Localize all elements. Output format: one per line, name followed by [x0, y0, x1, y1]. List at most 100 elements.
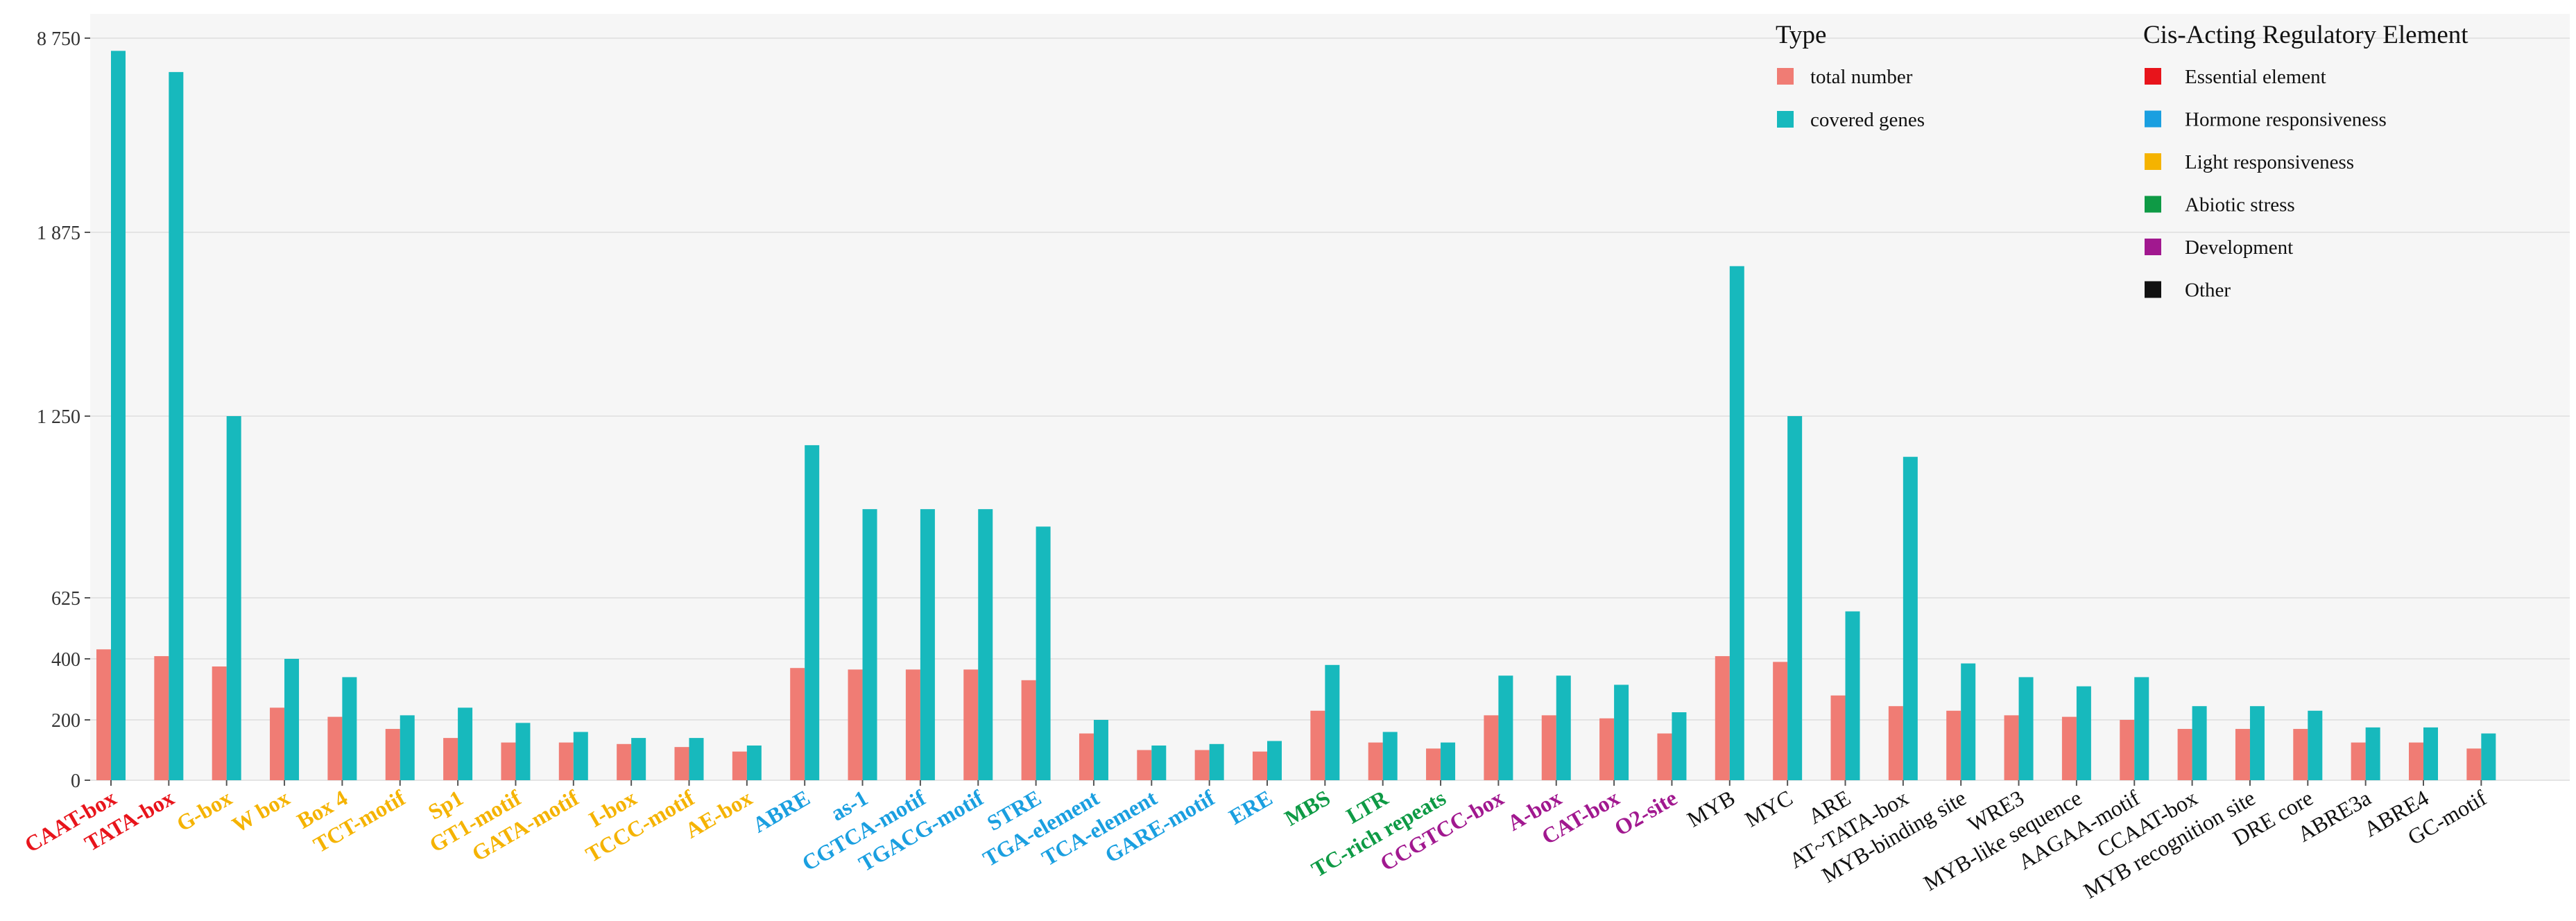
bar-total-number — [963, 669, 979, 780]
bar-covered-genes — [1845, 611, 1860, 780]
bar-total-number — [905, 669, 920, 780]
bar-total-number — [212, 666, 227, 780]
bar-series — [96, 51, 2496, 780]
x-category-label: O2-site — [1610, 785, 1681, 841]
bar-total-number — [2409, 742, 2423, 780]
bar-covered-genes — [1267, 741, 1282, 780]
bar-covered-genes — [862, 509, 877, 780]
y-tick-label: 1 875 — [37, 223, 80, 244]
bar-covered-genes — [400, 715, 415, 780]
bar-covered-genes — [1903, 456, 1918, 780]
bar-total-number — [501, 742, 516, 780]
legend-element-key — [2145, 153, 2161, 170]
bar-covered-genes — [1151, 745, 1167, 780]
bar-covered-genes — [746, 745, 762, 780]
y-axis: 0 200 400 625 1 250 1 875 8 750 — [37, 28, 90, 792]
bar-covered-genes — [1382, 732, 1398, 780]
bar-covered-genes — [111, 51, 126, 780]
bar-covered-genes — [1498, 675, 1513, 780]
legend-element-label: Essential element — [2185, 66, 2326, 88]
bar-covered-genes — [2423, 727, 2438, 780]
bar-total-number — [270, 707, 285, 780]
bar-covered-genes — [805, 445, 820, 780]
bar-total-number — [2293, 729, 2308, 780]
bar-total-number — [1426, 748, 1441, 780]
bar-covered-genes — [573, 732, 588, 780]
x-category-label: ABRE — [748, 785, 814, 838]
x-category-label: MBS — [1280, 785, 1334, 831]
bar-total-number — [848, 669, 863, 780]
legend-type-key — [1777, 68, 1794, 85]
bar-total-number — [674, 747, 689, 780]
bar-covered-genes — [631, 738, 646, 780]
x-category-label: MYB — [1683, 785, 1739, 832]
bar-covered-genes — [342, 677, 357, 780]
legend-element-key — [2145, 196, 2161, 213]
legend-element-key — [2145, 239, 2161, 255]
bar-covered-genes — [2308, 710, 2323, 780]
legend-type-label: covered genes — [1810, 109, 1925, 131]
bar-covered-genes — [2134, 677, 2149, 780]
bar-covered-genes — [515, 723, 531, 780]
legend-element-label: Light responsiveness — [2185, 151, 2354, 173]
legend-type: Type total number covered genes — [1776, 21, 1925, 131]
bar-total-number — [1541, 715, 1556, 780]
bar-covered-genes — [169, 71, 184, 780]
bar-covered-genes — [2249, 706, 2265, 780]
legend-element: Cis-Acting Regulatory Element Essential … — [2143, 21, 2468, 302]
bar-covered-genes — [1729, 266, 1744, 780]
bar-total-number — [2235, 729, 2250, 780]
bar-total-number — [2004, 715, 2019, 780]
bar-covered-genes — [920, 509, 935, 780]
bar-total-number — [732, 751, 747, 780]
bar-covered-genes — [1093, 720, 1108, 780]
bar-total-number — [1946, 710, 1961, 780]
bar-total-number — [1310, 710, 1325, 780]
bar-total-number — [790, 668, 805, 780]
bar-total-number — [1888, 706, 1903, 780]
bar-covered-genes — [1614, 685, 1629, 780]
bar-total-number — [1830, 695, 1846, 780]
y-tick-label: 625 — [51, 588, 80, 610]
y-tick-label: 8 750 — [37, 28, 80, 50]
bar-total-number — [2120, 720, 2135, 780]
bar-covered-genes — [1036, 526, 1051, 780]
x-category-label: W box — [227, 785, 293, 838]
bar-total-number — [1368, 742, 1383, 780]
bar-covered-genes — [1961, 663, 1976, 780]
legend-element-label: Abiotic stress — [2185, 194, 2295, 216]
bar-total-number — [2466, 748, 2482, 780]
plot-panel — [90, 14, 2570, 780]
legend-element-key — [2145, 68, 2161, 85]
x-category-label: AE-box — [680, 785, 756, 843]
bar-covered-genes — [1441, 742, 1456, 780]
bar-covered-genes — [2076, 686, 2091, 780]
legend-element-key — [2145, 110, 2161, 128]
legend-type-title: Type — [1776, 21, 1826, 49]
x-category-label: MYC — [1741, 785, 1797, 832]
bar-covered-genes — [2481, 733, 2496, 780]
bar-total-number — [96, 649, 111, 780]
bar-covered-genes — [1787, 416, 1803, 780]
bar-total-number — [1484, 715, 1499, 780]
bar-total-number — [1773, 662, 1788, 780]
bar-covered-genes — [1556, 675, 1571, 780]
bar-total-number — [385, 729, 400, 780]
legend-element-label: Development — [2185, 236, 2293, 259]
bar-total-number — [558, 742, 574, 780]
bar-covered-genes — [689, 738, 704, 780]
bar-total-number — [1194, 750, 1210, 780]
bar-covered-genes — [2365, 727, 2380, 780]
legend-element-key — [2145, 281, 2161, 298]
bar-covered-genes — [1209, 743, 1224, 780]
bar-covered-genes — [458, 707, 473, 780]
legend-element-label: Hormone responsiveness — [2185, 109, 2387, 131]
bar-total-number — [154, 656, 169, 780]
bar-total-number — [443, 738, 458, 780]
bar-covered-genes — [2018, 677, 2034, 780]
bar-covered-genes — [284, 659, 300, 780]
bar-total-number — [2177, 729, 2192, 780]
legend-element-label: Other — [2185, 279, 2231, 302]
x-category-label: G-box — [172, 785, 236, 836]
